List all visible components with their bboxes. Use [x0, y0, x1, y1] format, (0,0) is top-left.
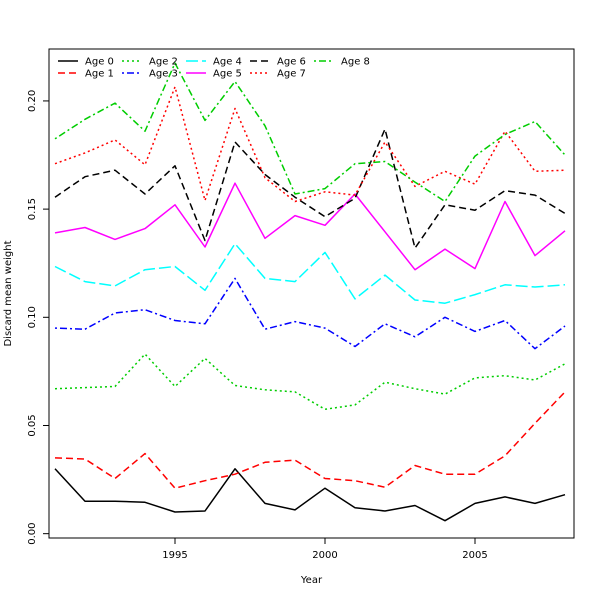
series-line-age-8: [54, 62, 566, 203]
legend-label: Age 4: [213, 57, 242, 68]
y-tick-label: 0.15: [27, 198, 38, 220]
series-line-age-3: [54, 277, 566, 350]
legend-label: Age 5: [213, 69, 242, 80]
legend-label: Age 6: [277, 57, 306, 68]
legend-label: Age 7: [277, 69, 306, 80]
y-tick-label: 0.10: [27, 306, 38, 328]
series-line-age-1: [54, 391, 566, 489]
x-axis-title: Year: [300, 575, 323, 586]
legend-label: Age 1: [85, 69, 114, 80]
y-axis-title: Discard mean weight: [3, 240, 14, 346]
legend-label: Age 0: [85, 57, 114, 68]
plot-frame: [48, 48, 575, 539]
series-line-age-2: [54, 353, 566, 411]
series-line-age-0: [54, 468, 566, 522]
series-line-age-6: [54, 128, 566, 249]
x-axis: 1995 2000 2005: [162, 538, 488, 561]
series-line-age-5: [54, 182, 566, 271]
x-tick-label: 2005: [462, 550, 487, 561]
legend-label: Age 8: [341, 57, 370, 68]
y-axis: 0.00 0.05 0.10 0.15 0.20: [27, 90, 49, 545]
plot-area: [54, 62, 566, 522]
y-tick-label: 0.05: [27, 414, 38, 436]
x-tick-label: 1995: [162, 550, 187, 561]
y-tick-label: 0.00: [27, 523, 38, 545]
legend-label: Age 3: [149, 69, 178, 80]
series-line-age-4: [54, 242, 566, 304]
series-line-age-7: [54, 86, 566, 203]
y-tick-label: 0.20: [27, 90, 38, 112]
legend-label: Age 2: [149, 57, 178, 68]
x-tick-label: 2000: [312, 550, 337, 561]
